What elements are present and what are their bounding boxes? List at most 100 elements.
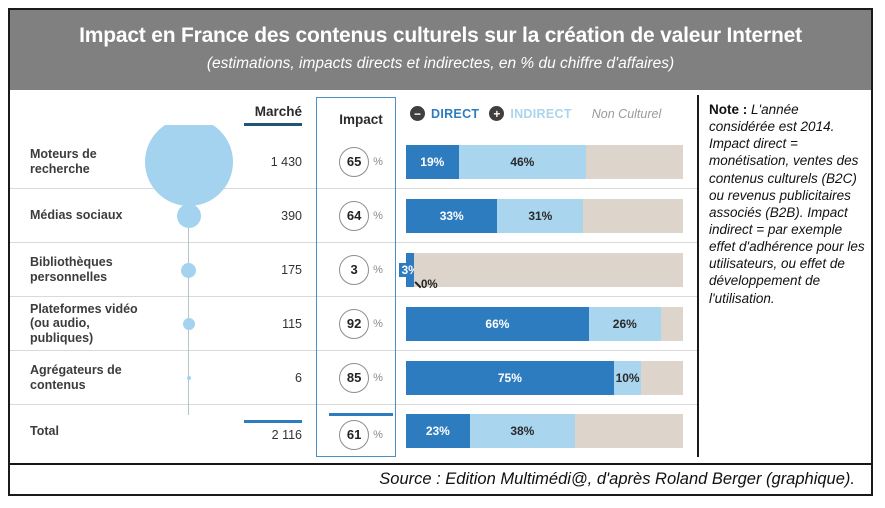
table-row: Moteurs de recherche 1 430 65 % 19% 46%	[10, 135, 697, 189]
segment-indirect: 38%	[469, 414, 575, 448]
impact-cell: 3 %	[316, 254, 406, 285]
impact-header-text: Impact	[339, 103, 383, 127]
stacked-bar-cell: 33% 31%	[406, 198, 683, 233]
impact-circle: 64	[339, 200, 370, 231]
segment-indirect: 46%	[458, 144, 587, 179]
row-label: Plateformes vidéo (ou audio, publiques)	[30, 301, 138, 345]
market-value: 175	[281, 262, 302, 277]
total-market-cell: 2 116	[238, 420, 316, 442]
plus-icon: +	[489, 106, 505, 121]
total-sum-line	[244, 420, 302, 423]
segment-indirect-label: 46%	[508, 154, 537, 169]
market-bubble	[144, 125, 233, 206]
segment-non-cultural	[641, 360, 683, 395]
segment-direct-label: 33%	[437, 208, 466, 223]
column-header-impact: Impact	[316, 95, 406, 135]
chart-area: Marché Impact − DIRECT +	[10, 95, 871, 457]
stacked-bar-cell: 19% 46%	[406, 144, 683, 179]
legend: − DIRECT + INDIRECT Non Culturel	[406, 95, 683, 121]
annotation-text: 0%	[421, 278, 438, 291]
segment-direct: 33%	[406, 198, 498, 233]
row-label: Agrégateurs de contenus	[30, 363, 122, 392]
total-market-value: 2 116	[271, 428, 302, 442]
impact-circle: 92	[339, 308, 370, 339]
segment-direct-label: 19%	[418, 154, 447, 169]
segment-non-cultural	[583, 198, 683, 233]
impact-circle: 85	[339, 362, 370, 393]
percent-sign: %	[373, 317, 383, 330]
segment-indirect: 31%	[497, 198, 584, 233]
legend-non-cultural: Non Culturel	[591, 106, 662, 121]
stacked-bar: 23% 38%	[406, 414, 683, 448]
market-value: 6	[295, 370, 302, 385]
chart-main: Marché Impact − DIRECT +	[10, 95, 697, 457]
segment-direct: 19%	[406, 144, 459, 179]
segment-non-cultural	[574, 414, 683, 448]
market-bubble	[182, 318, 195, 330]
label-column-spacer	[10, 95, 148, 135]
column-header-marche: Marché	[238, 95, 316, 135]
segment-non-cultural	[586, 144, 683, 179]
segment-direct: 66%	[406, 306, 589, 341]
table-row: Agrégateurs de contenus 6 85 % 75% 10%	[10, 351, 697, 405]
impact-cell: 64 %	[316, 200, 406, 231]
stacked-bar-cell: 3% 0%	[399, 252, 683, 291]
note-text: L'année considérée est 2014. Impact dire…	[709, 102, 865, 306]
percent-sign: %	[373, 371, 383, 384]
segment-direct-label: 66%	[483, 316, 512, 331]
market-value: 390	[281, 208, 302, 223]
segment-indirect: 26%	[588, 306, 661, 341]
impact-circle: 61	[339, 419, 370, 450]
stacked-bar: 19% 46%	[406, 144, 683, 179]
percent-sign: %	[373, 209, 383, 222]
market-bubble	[186, 376, 191, 380]
legend-direct: DIRECT	[431, 106, 480, 121]
stacked-bar-cell: 23% 38%	[406, 414, 683, 448]
segment-indirect-label: 38%	[508, 424, 537, 438]
stacked-bar: 33% 31%	[406, 198, 683, 233]
market-value: 115	[282, 316, 302, 331]
stacked-bar: 3%	[399, 252, 683, 287]
minus-icon: −	[410, 106, 425, 121]
source-bar: Source : Edition Multimédi@, d'après Rol…	[10, 463, 871, 494]
segment-non-cultural	[414, 252, 683, 287]
market-bubble	[176, 204, 201, 228]
impact-circle: 3	[339, 254, 370, 285]
note-panel: Note : L'année considérée est 2014. Impa…	[697, 95, 871, 457]
page-title: Impact en France des contenus culturels …	[79, 24, 802, 47]
table-row: Plateformes vidéo (ou audio, publiques) …	[10, 297, 697, 351]
marche-underline	[244, 123, 302, 126]
table-row: Bibliothèques personnelles 175 3 % 3% 0%	[10, 243, 697, 297]
marche-header-text: Marché	[254, 104, 302, 119]
zero-indirect-annotation: 0%	[412, 279, 438, 291]
row-label: Moteurs de recherche	[30, 147, 97, 176]
segment-direct: 75%	[406, 360, 614, 395]
segment-non-cultural	[660, 306, 683, 341]
total-label: Total	[30, 423, 59, 438]
row-label: Bibliothèques personnelles	[30, 255, 113, 284]
header-band: Impact en France des contenus culturels …	[10, 10, 871, 90]
table-row: Médias sociaux 390 64 % 33% 31%	[10, 189, 697, 243]
stacked-bar: 66% 26%	[406, 306, 683, 341]
total-row: Total 2 116 61 %	[10, 405, 697, 457]
segment-indirect-label: 10%	[613, 370, 642, 385]
percent-sign: %	[373, 428, 383, 441]
impact-header-label: Impact	[339, 112, 383, 127]
infographic-card: Impact en France des contenus culturels …	[8, 8, 873, 496]
segment-direct-label: 23%	[423, 424, 452, 438]
market-bubble	[181, 262, 196, 278]
page-subtitle: (estimations, impacts directs et indirec…	[206, 55, 675, 72]
impact-circle: 65	[339, 146, 370, 177]
impact-cell: 65 %	[316, 146, 406, 177]
segment-indirect-label: 31%	[526, 208, 555, 223]
segment-direct: 23%	[406, 414, 470, 448]
segment-indirect-label: 26%	[610, 316, 639, 331]
legend-cell: − DIRECT + INDIRECT Non Culturel	[406, 95, 683, 135]
source-text: Source : Edition Multimédi@, d'après Rol…	[379, 470, 855, 488]
column-header-row: Marché Impact − DIRECT +	[10, 95, 697, 135]
segment-indirect: 10%	[613, 360, 642, 395]
market-bubbles	[144, 125, 234, 460]
percent-sign: %	[373, 263, 383, 276]
impact-cell: 92 %	[316, 308, 406, 339]
